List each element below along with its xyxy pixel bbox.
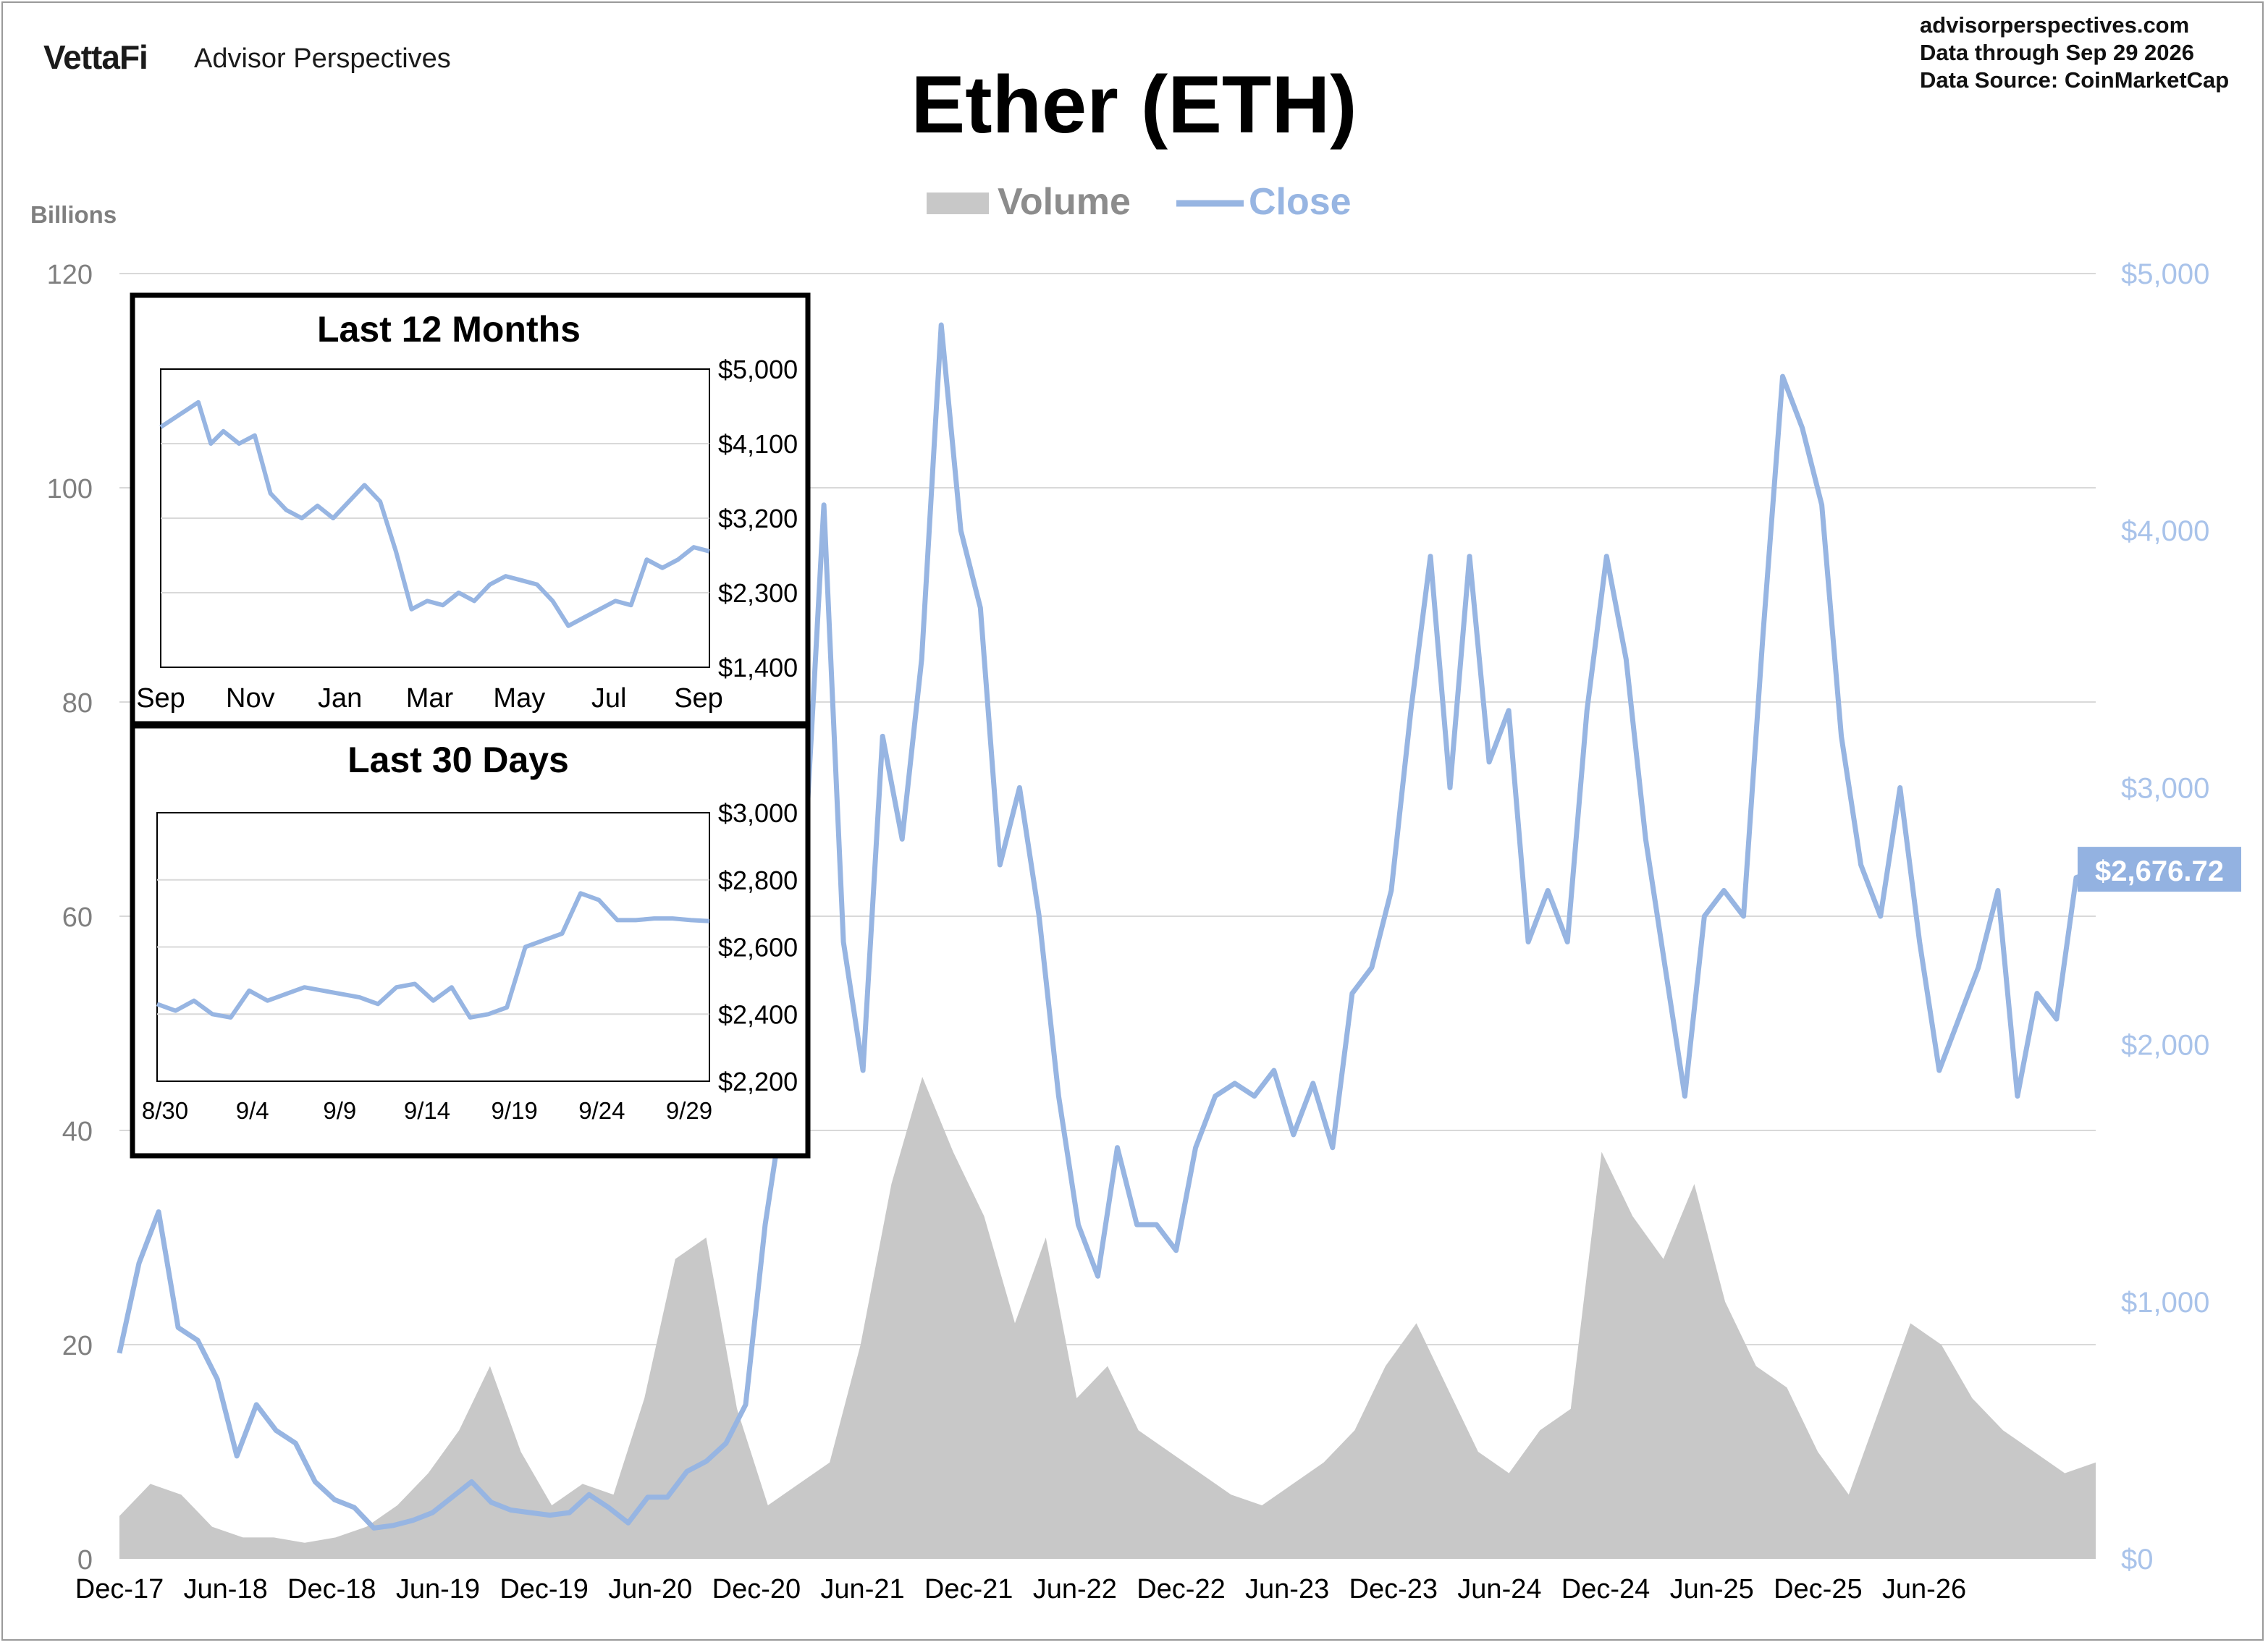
inset-12-months-x-tick: Nov xyxy=(226,683,275,714)
inset-30-days-x-tick: 9/4 xyxy=(236,1097,269,1124)
inset-30-days-line xyxy=(156,891,710,1020)
x-tick-label: Jun-18 xyxy=(184,1574,268,1604)
x-tick-label: Dec-19 xyxy=(499,1574,589,1604)
inset-30-days-x-tick: 9/29 xyxy=(666,1097,712,1124)
x-tick-label: Dec-23 xyxy=(1349,1574,1438,1604)
x-tick-label: Dec-17 xyxy=(75,1574,164,1604)
inset-12-months-x-tick: Sep xyxy=(136,683,185,714)
inset-12-months-y-tick: $1,400 xyxy=(718,653,798,682)
x-tick-label: Jun-21 xyxy=(820,1574,904,1604)
inset-12-months-x-tick: Mar xyxy=(406,683,454,714)
x-tick-label: Dec-20 xyxy=(712,1574,801,1604)
inset-12-months: Last 12 Months $5,000 $4,100 $3,200 $2,300 $1… xyxy=(130,292,811,727)
inset-30-days-title: Last 30 Days xyxy=(347,740,569,780)
source-info: advisorperspectives.com Data through Sep… xyxy=(1920,12,2229,94)
x-tick-label: Jun-23 xyxy=(1245,1574,1329,1604)
inset-12-months-x-tick: Jan xyxy=(318,683,362,714)
inset-30-days-border xyxy=(130,723,811,1159)
left-tick-label: 100 xyxy=(47,474,93,504)
inset-30-days-y-tick: $2,800 xyxy=(718,866,798,895)
inset-30-days-y-tick: $2,600 xyxy=(718,933,798,963)
x-tick-label: Dec-18 xyxy=(287,1574,376,1604)
inset-30-days-x-tick: 9/19 xyxy=(492,1097,538,1124)
legend-volume-label: Volume xyxy=(998,181,1131,223)
inset-30-days: Last 30 Days $3,000 $2,800 $2,600 $2,400 $2,2… xyxy=(130,723,811,1159)
left-tick-label: 0 xyxy=(77,1545,93,1576)
inset-30-days-x-tick: 8/30 xyxy=(142,1097,188,1124)
inset-12-months-x-tick: May xyxy=(493,683,545,714)
right-tick-label: $2,000 xyxy=(2121,1030,2209,1062)
inset-12-months-x-tick: Jul xyxy=(591,683,627,714)
right-tick-label: $1,000 xyxy=(2121,1287,2209,1319)
volume-area xyxy=(119,1077,2096,1559)
left-tick-label: 120 xyxy=(47,260,93,290)
x-tick-label: Jun-26 xyxy=(1882,1574,1966,1604)
inset-12-months-title: Last 12 Months xyxy=(317,309,581,350)
inset-30-days-x-tick: 9/14 xyxy=(404,1097,450,1124)
inset-12-months-border xyxy=(130,292,811,727)
right-tick-label: $5,000 xyxy=(2121,258,2209,290)
legend-volume-swatch xyxy=(927,193,989,214)
x-tick-label: Dec-22 xyxy=(1137,1574,1226,1604)
data-through-text: Data through Sep 29 2026 xyxy=(1920,40,2195,65)
inset-30-days-y-tick: $2,200 xyxy=(718,1067,798,1096)
x-tick-label: Jun-25 xyxy=(1670,1574,1754,1604)
left-tick-label: 60 xyxy=(62,902,93,933)
x-tick-label: Jun-24 xyxy=(1457,1574,1541,1604)
inset-30-days-y-tick: $3,000 xyxy=(718,798,798,828)
left-tick-label: 80 xyxy=(62,688,93,719)
legend-close-label: Close xyxy=(1249,181,1352,223)
x-tick-label: Jun-19 xyxy=(396,1574,480,1604)
close-line xyxy=(117,322,2097,1531)
data-source-text: Data Source: CoinMarketCap xyxy=(1920,67,2230,93)
right-tick-label: $0 xyxy=(2121,1544,2154,1576)
right-tick-label: $3,000 xyxy=(2121,772,2209,804)
last-close-box xyxy=(2078,847,2241,892)
x-tick-label: Dec-24 xyxy=(1561,1574,1651,1604)
inset-30-days-y-tick: $2,400 xyxy=(718,999,798,1029)
brand-logo: VettaFi xyxy=(43,38,148,76)
inset-12-months-y-tick: $5,000 xyxy=(718,355,798,384)
right-tick-label: $4,000 xyxy=(2121,515,2209,547)
x-tick-label: Dec-25 xyxy=(1774,1574,1863,1604)
inset-12-months-y-tick: $3,200 xyxy=(718,504,798,533)
left-tick-label: 20 xyxy=(62,1331,93,1361)
inset-30-days-x-tick: 9/24 xyxy=(578,1097,625,1124)
inset-12-months-y-tick: $2,300 xyxy=(718,578,798,608)
inset-12-months-line xyxy=(159,399,710,628)
chart-title: Ether (ETH) xyxy=(911,59,1357,150)
inset-30-days-x-tick: 9/9 xyxy=(323,1097,356,1124)
inset-12-months-x-tick: Sep xyxy=(674,683,723,714)
inset-12-months-y-tick: $4,100 xyxy=(718,429,798,459)
last-close-label: $2,676.72 xyxy=(2095,855,2224,887)
x-tick-label: Jun-20 xyxy=(608,1574,692,1604)
left-tick-label: 40 xyxy=(62,1117,93,1147)
x-tick-label: Dec-21 xyxy=(924,1574,1013,1604)
x-tick-label: Jun-22 xyxy=(1033,1574,1117,1604)
brand-subtitle: Advisor Perspectives xyxy=(194,43,451,74)
left-axis-title: Billions xyxy=(30,201,117,228)
website-text: advisorperspectives.com xyxy=(1920,12,2190,38)
